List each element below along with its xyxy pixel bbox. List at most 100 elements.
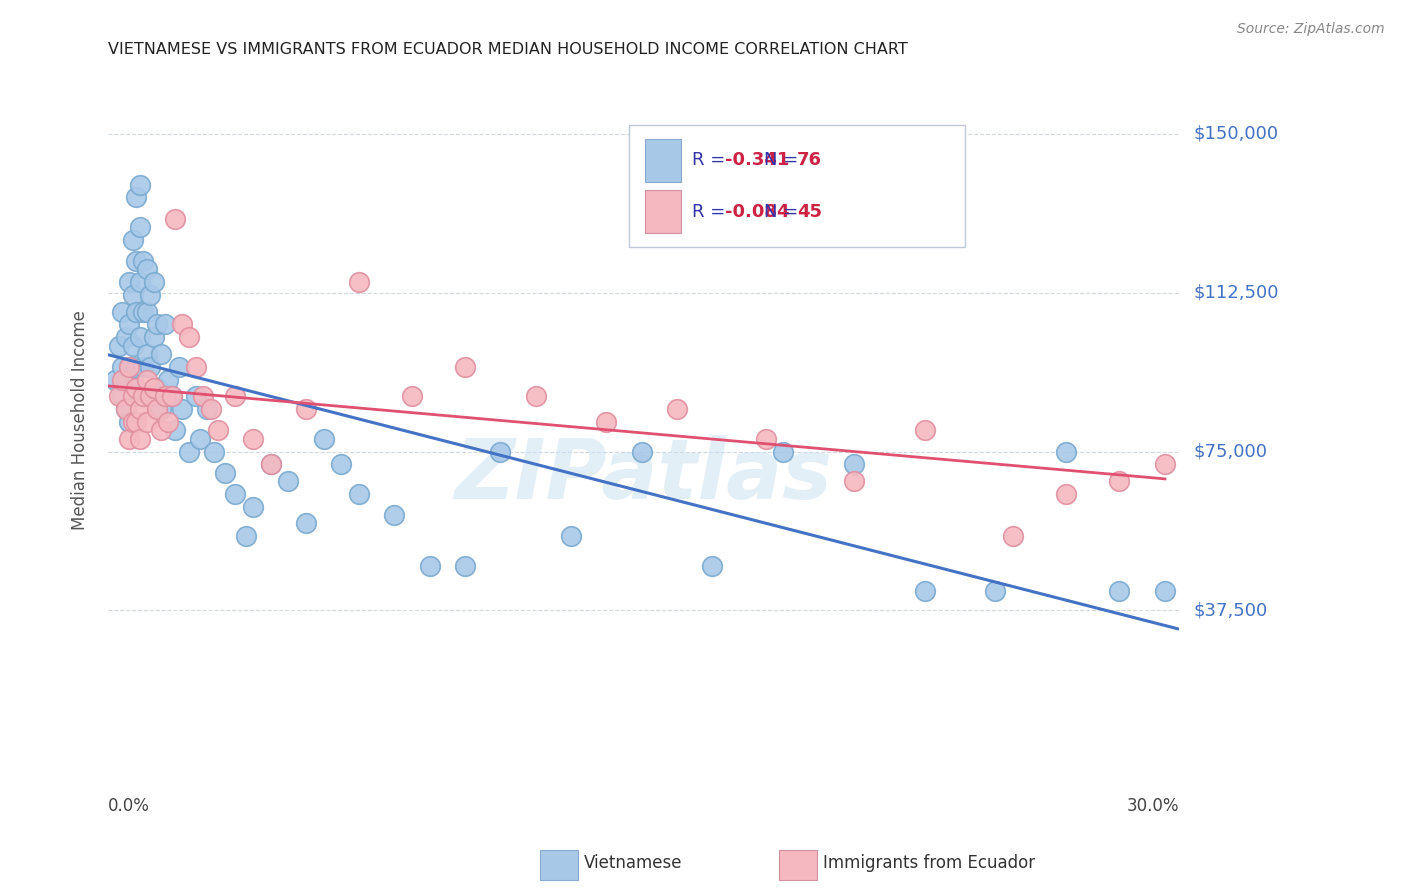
Point (157, 415, 180, 429)
Point (195, 402, 218, 417)
Point (125, 415, 148, 429)
Point (121, 389, 143, 403)
Point (121, 339, 143, 353)
Point (666, 402, 689, 417)
Point (135, 372, 157, 386)
Point (1108, 584, 1130, 599)
Y-axis label: Median Household Income: Median Household Income (72, 310, 89, 530)
Point (135, 262, 157, 277)
Point (347, 487, 370, 501)
Point (135, 415, 157, 429)
Point (200, 402, 222, 417)
Point (111, 372, 134, 386)
Point (193, 389, 215, 403)
Point (153, 389, 176, 403)
Text: 30.0%: 30.0% (1126, 797, 1180, 815)
Text: Source: ZipAtlas.com: Source: ZipAtlas.com (1237, 22, 1385, 37)
Text: R =: R = (692, 202, 731, 220)
Point (754, 432, 776, 446)
Point (142, 275, 165, 289)
Point (128, 220, 150, 235)
Point (1154, 584, 1177, 599)
Point (1154, 457, 1177, 471)
Point (1108, 474, 1130, 488)
Point (150, 347, 173, 361)
Point (842, 474, 865, 488)
Point (150, 402, 173, 417)
Point (454, 359, 477, 374)
Point (489, 444, 512, 458)
Point (142, 389, 165, 403)
Point (382, 508, 405, 522)
Text: Immigrants from Ecuador: Immigrants from Ecuador (823, 855, 1035, 872)
Point (595, 415, 617, 429)
Point (259, 457, 281, 471)
Point (139, 288, 162, 302)
Point (139, 389, 162, 403)
Point (630, 444, 652, 458)
Point (224, 487, 246, 501)
Point (259, 457, 281, 471)
Point (121, 288, 143, 302)
Point (118, 432, 141, 446)
Point (165, 211, 187, 226)
Text: R =: R = (692, 152, 731, 169)
Point (277, 474, 299, 488)
Text: ZIPatlas: ZIPatlas (454, 435, 832, 516)
Point (125, 305, 148, 319)
Point (107, 389, 129, 403)
Point (132, 305, 155, 319)
Point (186, 359, 208, 374)
Point (454, 558, 477, 573)
Point (142, 330, 165, 344)
Text: 76: 76 (797, 152, 823, 169)
Point (128, 432, 150, 446)
Point (242, 432, 264, 446)
Point (179, 444, 201, 458)
Point (104, 372, 127, 386)
Point (560, 529, 582, 543)
Point (114, 402, 136, 417)
Point (114, 372, 136, 386)
Point (139, 359, 162, 374)
Point (114, 330, 136, 344)
Point (984, 584, 1007, 599)
Text: N =: N = (765, 202, 804, 220)
Point (214, 466, 236, 480)
Point (114, 402, 136, 417)
Point (202, 444, 225, 458)
Point (312, 432, 335, 446)
Point (842, 457, 865, 471)
Point (172, 402, 194, 417)
Point (295, 516, 318, 531)
Point (330, 457, 353, 471)
Point (188, 432, 211, 446)
Point (111, 305, 134, 319)
Point (125, 381, 148, 395)
Point (207, 423, 229, 437)
Point (118, 359, 141, 374)
Point (135, 347, 157, 361)
Point (1054, 444, 1077, 458)
Point (702, 558, 724, 573)
Point (186, 389, 208, 403)
Point (107, 339, 129, 353)
Point (165, 423, 187, 437)
Point (118, 415, 141, 429)
Point (125, 254, 148, 268)
Point (150, 423, 173, 437)
Point (167, 359, 190, 374)
Point (132, 389, 155, 403)
Point (111, 359, 134, 374)
Point (1054, 487, 1077, 501)
Point (401, 389, 423, 403)
Text: 45: 45 (797, 202, 823, 220)
Point (135, 305, 157, 319)
Point (179, 330, 201, 344)
Text: N =: N = (765, 152, 804, 169)
Text: $75,000: $75,000 (1194, 442, 1267, 460)
Point (132, 359, 155, 374)
Point (772, 444, 794, 458)
Text: Vietnamese: Vietnamese (583, 855, 682, 872)
Text: 0.0%: 0.0% (108, 797, 150, 815)
